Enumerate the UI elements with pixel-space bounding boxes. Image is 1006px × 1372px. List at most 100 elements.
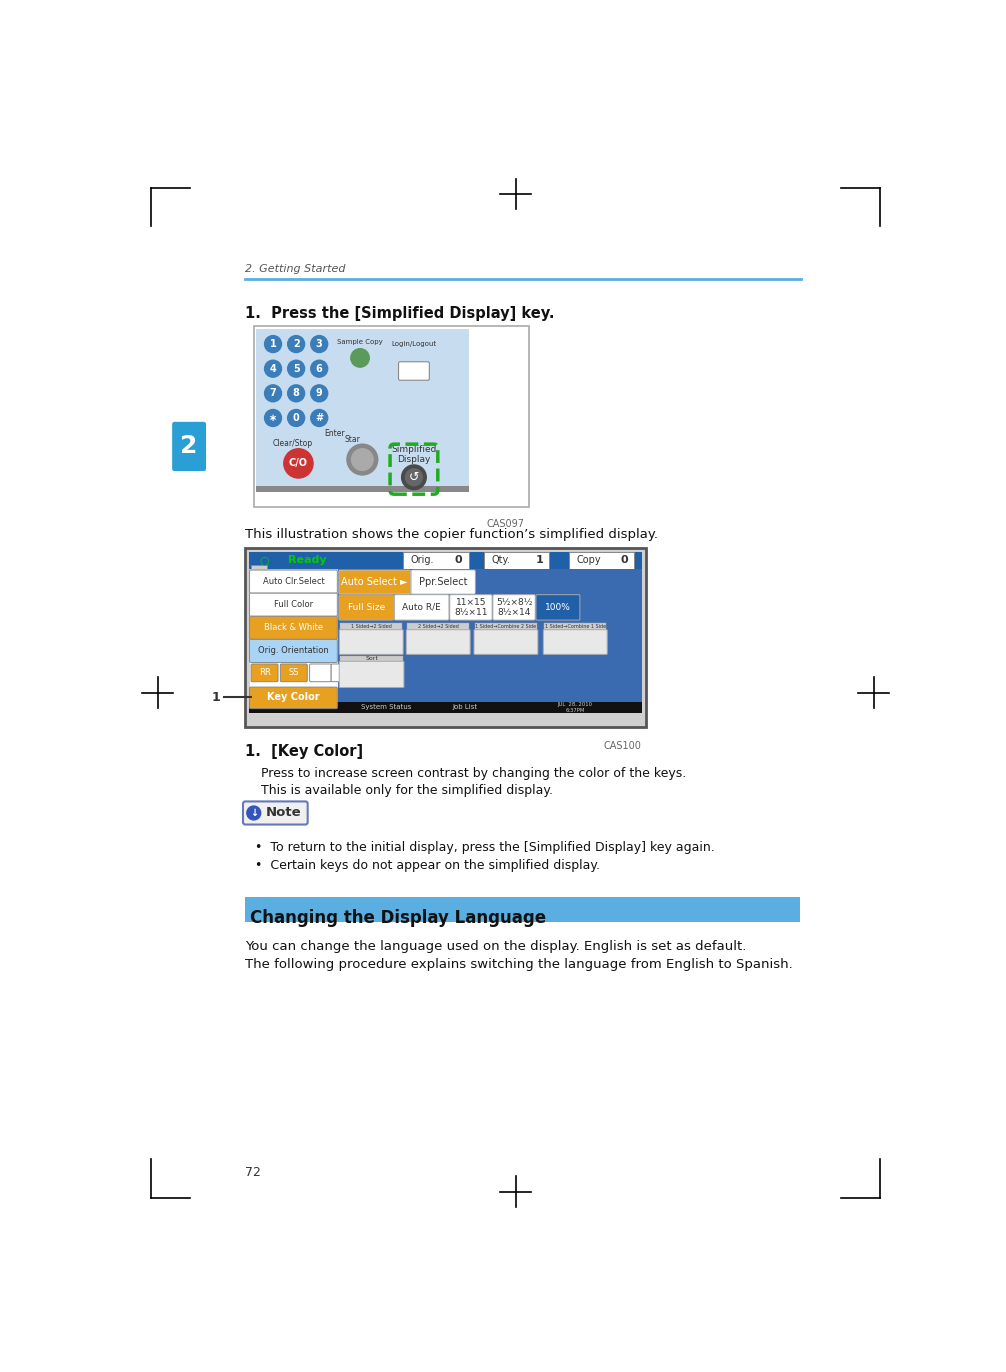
Text: 2. Getting Started: 2. Getting Started [245,263,346,274]
Text: 4: 4 [270,364,277,373]
Text: 100%: 100% [545,602,570,612]
Text: 11×15
8½×11: 11×15 8½×11 [454,598,488,617]
Text: Note: Note [266,807,301,819]
Text: 2: 2 [293,339,300,348]
Text: 8: 8 [293,388,300,398]
FancyBboxPatch shape [172,421,206,471]
FancyBboxPatch shape [249,687,337,709]
Text: Full Size: Full Size [347,602,385,612]
Text: 1 Sided→Combine 2 Side: 1 Sided→Combine 2 Side [476,624,536,630]
Circle shape [351,348,369,368]
FancyBboxPatch shape [339,661,404,687]
Text: ○: ○ [260,556,270,565]
Bar [257,486,470,493]
Text: 1.  Press the [Simplified Display] key.: 1. Press the [Simplified Display] key. [245,306,554,321]
Circle shape [351,449,373,471]
Circle shape [265,361,282,377]
Circle shape [265,386,282,402]
Text: 1: 1 [535,556,543,565]
Bar [254,327,529,508]
Bar [340,623,402,631]
Text: Ppr.Select: Ppr.Select [418,578,468,587]
Text: Orig. Orientation: Orig. Orientation [259,646,329,656]
Circle shape [311,386,328,402]
Text: Auto Select ►: Auto Select ► [341,578,407,587]
Text: The following procedure explains switching the language from English to Spanish.: The following procedure explains switchi… [245,958,793,971]
Text: Full Color: Full Color [274,600,313,609]
Text: 1: 1 [211,691,220,704]
Bar [252,565,267,576]
Circle shape [246,807,261,820]
Text: Auto Clr.Select: Auto Clr.Select [263,578,324,586]
FancyBboxPatch shape [450,594,492,620]
Circle shape [265,409,282,427]
Text: Changing the Display Language: Changing the Display Language [249,908,546,926]
Text: 0: 0 [293,413,300,423]
Text: 5½×8½
8½×14: 5½×8½ 8½×14 [496,598,532,617]
Bar [255,569,270,580]
Text: •  Certain keys do not appear on the simplified display.: • Certain keys do not appear on the simp… [256,859,601,873]
Text: ↓: ↓ [249,808,258,818]
FancyBboxPatch shape [339,569,410,594]
Text: 5: 5 [293,364,300,373]
Text: 3: 3 [316,339,323,348]
Text: Key Color: Key Color [268,693,320,702]
Text: This is available only for the simplified display.: This is available only for the simplifie… [261,783,552,797]
Bar [258,572,273,584]
Text: Login/Logout: Login/Logout [391,340,437,347]
Circle shape [347,445,377,475]
Text: 1 Sided→Combine 1 Side: 1 Sided→Combine 1 Side [544,624,606,630]
Text: Enter: Enter [324,429,345,439]
Circle shape [284,449,313,477]
Bar [245,919,800,922]
Bar [568,552,634,569]
FancyBboxPatch shape [249,639,337,663]
FancyBboxPatch shape [339,630,403,654]
Bar [249,702,642,713]
FancyBboxPatch shape [310,664,331,682]
Bar [403,552,469,569]
Text: Sample Copy: Sample Copy [337,339,383,344]
FancyBboxPatch shape [411,569,475,594]
Bar [245,899,800,919]
Text: Press to increase screen contrast by changing the color of the keys.: Press to increase screen contrast by cha… [261,767,686,779]
FancyBboxPatch shape [281,664,307,682]
FancyBboxPatch shape [474,630,538,654]
Circle shape [405,469,423,486]
Circle shape [288,386,305,402]
FancyBboxPatch shape [493,594,535,620]
Circle shape [311,336,328,353]
Text: Auto R/E: Auto R/E [402,602,441,612]
Text: 2: 2 [180,435,198,458]
Text: 1.  [Key Color]: 1. [Key Color] [245,744,363,759]
Text: CAS100: CAS100 [604,741,642,750]
Text: •  To return to the initial display, press the [Simplified Display] key again.: • To return to the initial display, pres… [256,841,715,853]
Bar [245,547,646,727]
Circle shape [288,336,305,353]
Circle shape [288,361,305,377]
Text: Black & White: Black & White [264,623,323,632]
Text: RR: RR [259,668,271,678]
Circle shape [311,361,328,377]
FancyBboxPatch shape [406,630,470,654]
FancyBboxPatch shape [543,630,608,654]
FancyBboxPatch shape [249,569,337,593]
FancyBboxPatch shape [252,664,278,682]
Bar [544,623,607,631]
Bar [249,569,338,713]
Text: You can change the language used on the display. English is set as default.: You can change the language used on the … [245,940,746,954]
Text: Sort: Sort [365,656,378,661]
Circle shape [401,465,427,490]
Text: ↺: ↺ [408,471,420,484]
Bar [257,329,470,493]
Bar [338,569,642,713]
Bar [407,623,470,631]
Text: C/O: C/O [289,458,308,468]
Circle shape [265,336,282,353]
Bar [249,569,276,591]
Text: Copy: Copy [576,556,601,565]
Text: 0: 0 [621,556,628,565]
Text: Job List: Job List [453,704,478,711]
Circle shape [311,409,328,427]
Text: Clear/Stop: Clear/Stop [273,439,313,447]
